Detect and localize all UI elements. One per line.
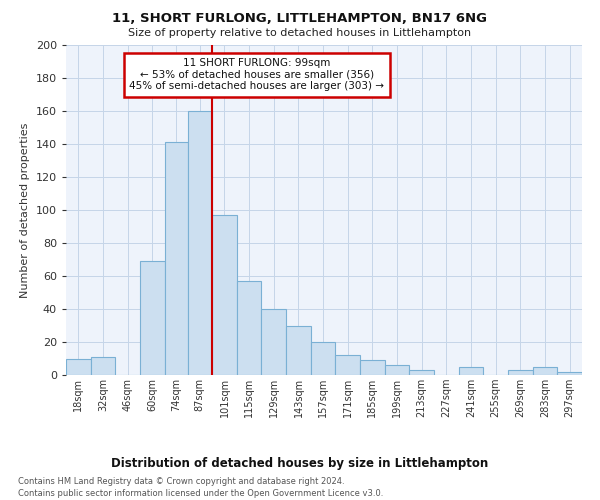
Bar [66,358,91,375]
Bar [311,342,335,375]
Bar [459,367,484,375]
Bar [508,370,533,375]
Text: Contains public sector information licensed under the Open Government Licence v3: Contains public sector information licen… [18,489,383,498]
Text: Distribution of detached houses by size in Littlehampton: Distribution of detached houses by size … [112,458,488,470]
Bar [385,365,409,375]
Bar [212,215,237,375]
Bar [188,111,212,375]
Bar [335,355,360,375]
Bar [164,142,188,375]
Bar [409,370,434,375]
Bar [286,326,311,375]
Bar [262,309,286,375]
Bar [533,367,557,375]
Text: Contains HM Land Registry data © Crown copyright and database right 2024.: Contains HM Land Registry data © Crown c… [18,478,344,486]
Text: Size of property relative to detached houses in Littlehampton: Size of property relative to detached ho… [128,28,472,38]
Bar [140,261,164,375]
Bar [360,360,385,375]
Bar [237,281,262,375]
Y-axis label: Number of detached properties: Number of detached properties [20,122,30,298]
Text: 11 SHORT FURLONG: 99sqm
← 53% of detached houses are smaller (356)
45% of semi-d: 11 SHORT FURLONG: 99sqm ← 53% of detache… [130,58,385,92]
Bar [91,357,115,375]
Text: 11, SHORT FURLONG, LITTLEHAMPTON, BN17 6NG: 11, SHORT FURLONG, LITTLEHAMPTON, BN17 6… [113,12,487,26]
Bar [557,372,582,375]
